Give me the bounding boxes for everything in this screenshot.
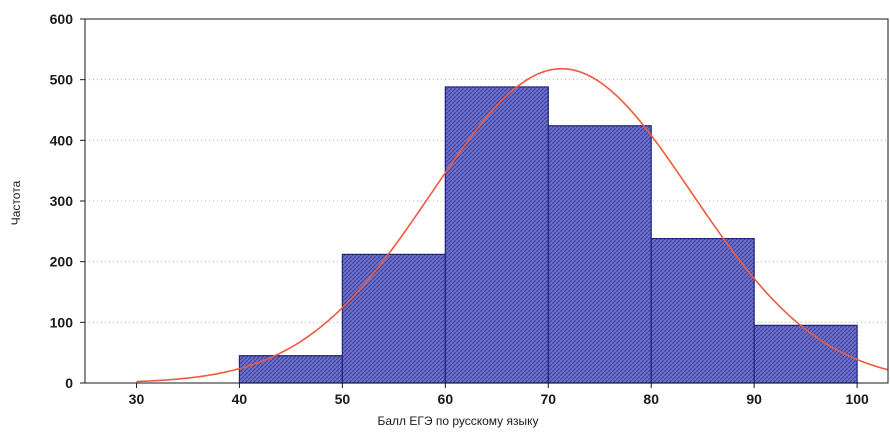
x-tick-label: 70 bbox=[540, 391, 556, 407]
y-tick-label: 200 bbox=[50, 254, 74, 270]
x-tick-label: 100 bbox=[845, 391, 869, 407]
normal-fit-curve bbox=[136, 67, 889, 383]
x-tick-label: 40 bbox=[232, 391, 248, 407]
y-axis-title: Частота bbox=[9, 180, 23, 225]
x-axis-title: Балл ЕГЭ по русскому языку bbox=[377, 414, 538, 428]
x-tick-label: 80 bbox=[643, 391, 659, 407]
y-tick-labels: 0 100 200 300 400 500 600 bbox=[50, 11, 85, 391]
y-tick-label: 300 bbox=[50, 193, 74, 209]
fit-curve-line bbox=[136, 67, 889, 383]
y-tick-label: 400 bbox=[50, 132, 74, 148]
histogram-bar-70-80 bbox=[547, 125, 652, 384]
histogram-bar-40-50 bbox=[238, 355, 343, 384]
y-tick-label: 0 bbox=[65, 375, 73, 391]
histogram-bar-60-70 bbox=[444, 86, 549, 384]
histogram-bars bbox=[238, 86, 858, 384]
histogram-bar-50-60 bbox=[341, 253, 446, 384]
histogram-bar-80-90 bbox=[650, 238, 755, 384]
histogram-bar-90-100 bbox=[753, 324, 858, 384]
x-tick-label: 30 bbox=[129, 391, 145, 407]
y-tick-label: 500 bbox=[50, 72, 74, 88]
x-tick-label: 90 bbox=[746, 391, 762, 407]
x-tick-labels: 30 40 50 60 70 80 90 100 bbox=[129, 383, 869, 407]
x-tick-label: 50 bbox=[335, 391, 351, 407]
x-tick-label: 60 bbox=[438, 391, 454, 407]
y-tick-label: 600 bbox=[50, 11, 74, 27]
y-tick-label: 100 bbox=[50, 314, 74, 330]
